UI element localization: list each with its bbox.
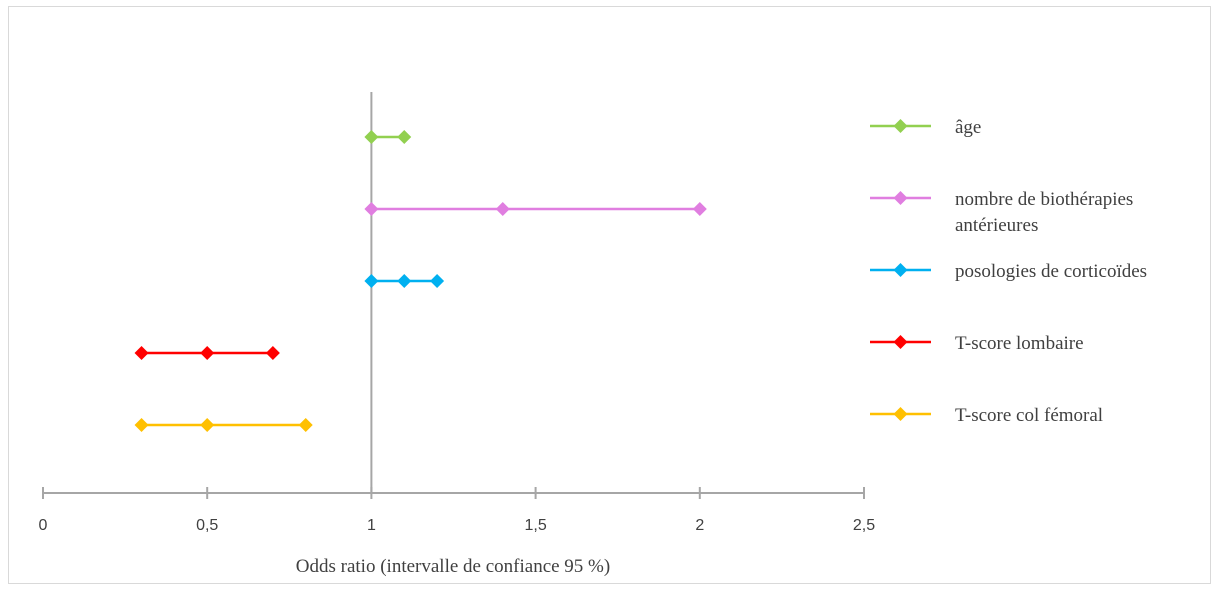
x-tick-label: 1 — [367, 517, 376, 534]
legend-item: T-score col fémoral — [870, 405, 1103, 426]
series-row — [134, 418, 313, 432]
legend-label-line: posologies de corticoïdes — [955, 261, 1147, 282]
legend-label: posologies de corticoïdes — [955, 261, 1147, 282]
data-point — [200, 418, 215, 432]
data-point — [397, 274, 412, 288]
legend: âge nombre de biothérapies antérieures poso… — [870, 117, 1147, 426]
legend-item: âge — [870, 117, 981, 138]
series-row — [364, 202, 707, 216]
data-point — [134, 346, 149, 360]
x-axis-title: Odds ratio (intervalle de confiance 95 %… — [296, 556, 610, 577]
data-point — [364, 202, 379, 216]
legend-marker — [893, 119, 908, 133]
series-row — [364, 130, 412, 144]
chart-frame — [8, 6, 1211, 584]
legend-item: nombre de biothérapies antérieures — [870, 189, 1133, 236]
data-point — [265, 346, 280, 360]
series-row — [134, 346, 280, 360]
data-point — [397, 130, 412, 144]
plot-area — [134, 92, 707, 493]
legend-label: âge — [955, 117, 981, 138]
legend-item: T-score lombaire — [870, 333, 1084, 354]
legend-marker — [893, 191, 908, 205]
data-point — [200, 346, 215, 360]
data-point — [134, 418, 149, 432]
x-axis: 0 0,5 1 1,5 2 2,5 — [39, 487, 875, 534]
legend-label: nombre de biothérapies antérieures — [955, 189, 1133, 236]
legend-marker — [893, 407, 908, 421]
x-tick-label: 2,5 — [853, 517, 875, 534]
data-point — [364, 130, 379, 144]
legend-label-line: nombre de biothérapies — [955, 189, 1133, 210]
legend-label-line: T-score col fémoral — [955, 405, 1103, 426]
legend-label: T-score col fémoral — [955, 405, 1103, 426]
legend-label-line: T-score lombaire — [955, 333, 1084, 354]
legend-marker — [893, 335, 908, 349]
legend-label-line: âge — [955, 117, 981, 138]
data-point — [364, 274, 379, 288]
legend-label: T-score lombaire — [955, 333, 1084, 354]
x-tick-label: 2 — [695, 517, 704, 534]
data-point — [495, 202, 510, 216]
x-tick-label: 0 — [39, 517, 48, 534]
data-point — [430, 274, 445, 288]
legend-item: posologies de corticoïdes — [870, 261, 1147, 282]
legend-marker — [893, 263, 908, 277]
x-tick-label: 1,5 — [524, 517, 546, 534]
legend-label-line: antérieures — [955, 215, 1038, 236]
data-point — [692, 202, 707, 216]
x-tick-label: 0,5 — [196, 517, 218, 534]
data-point — [298, 418, 313, 432]
series-row — [364, 274, 445, 288]
